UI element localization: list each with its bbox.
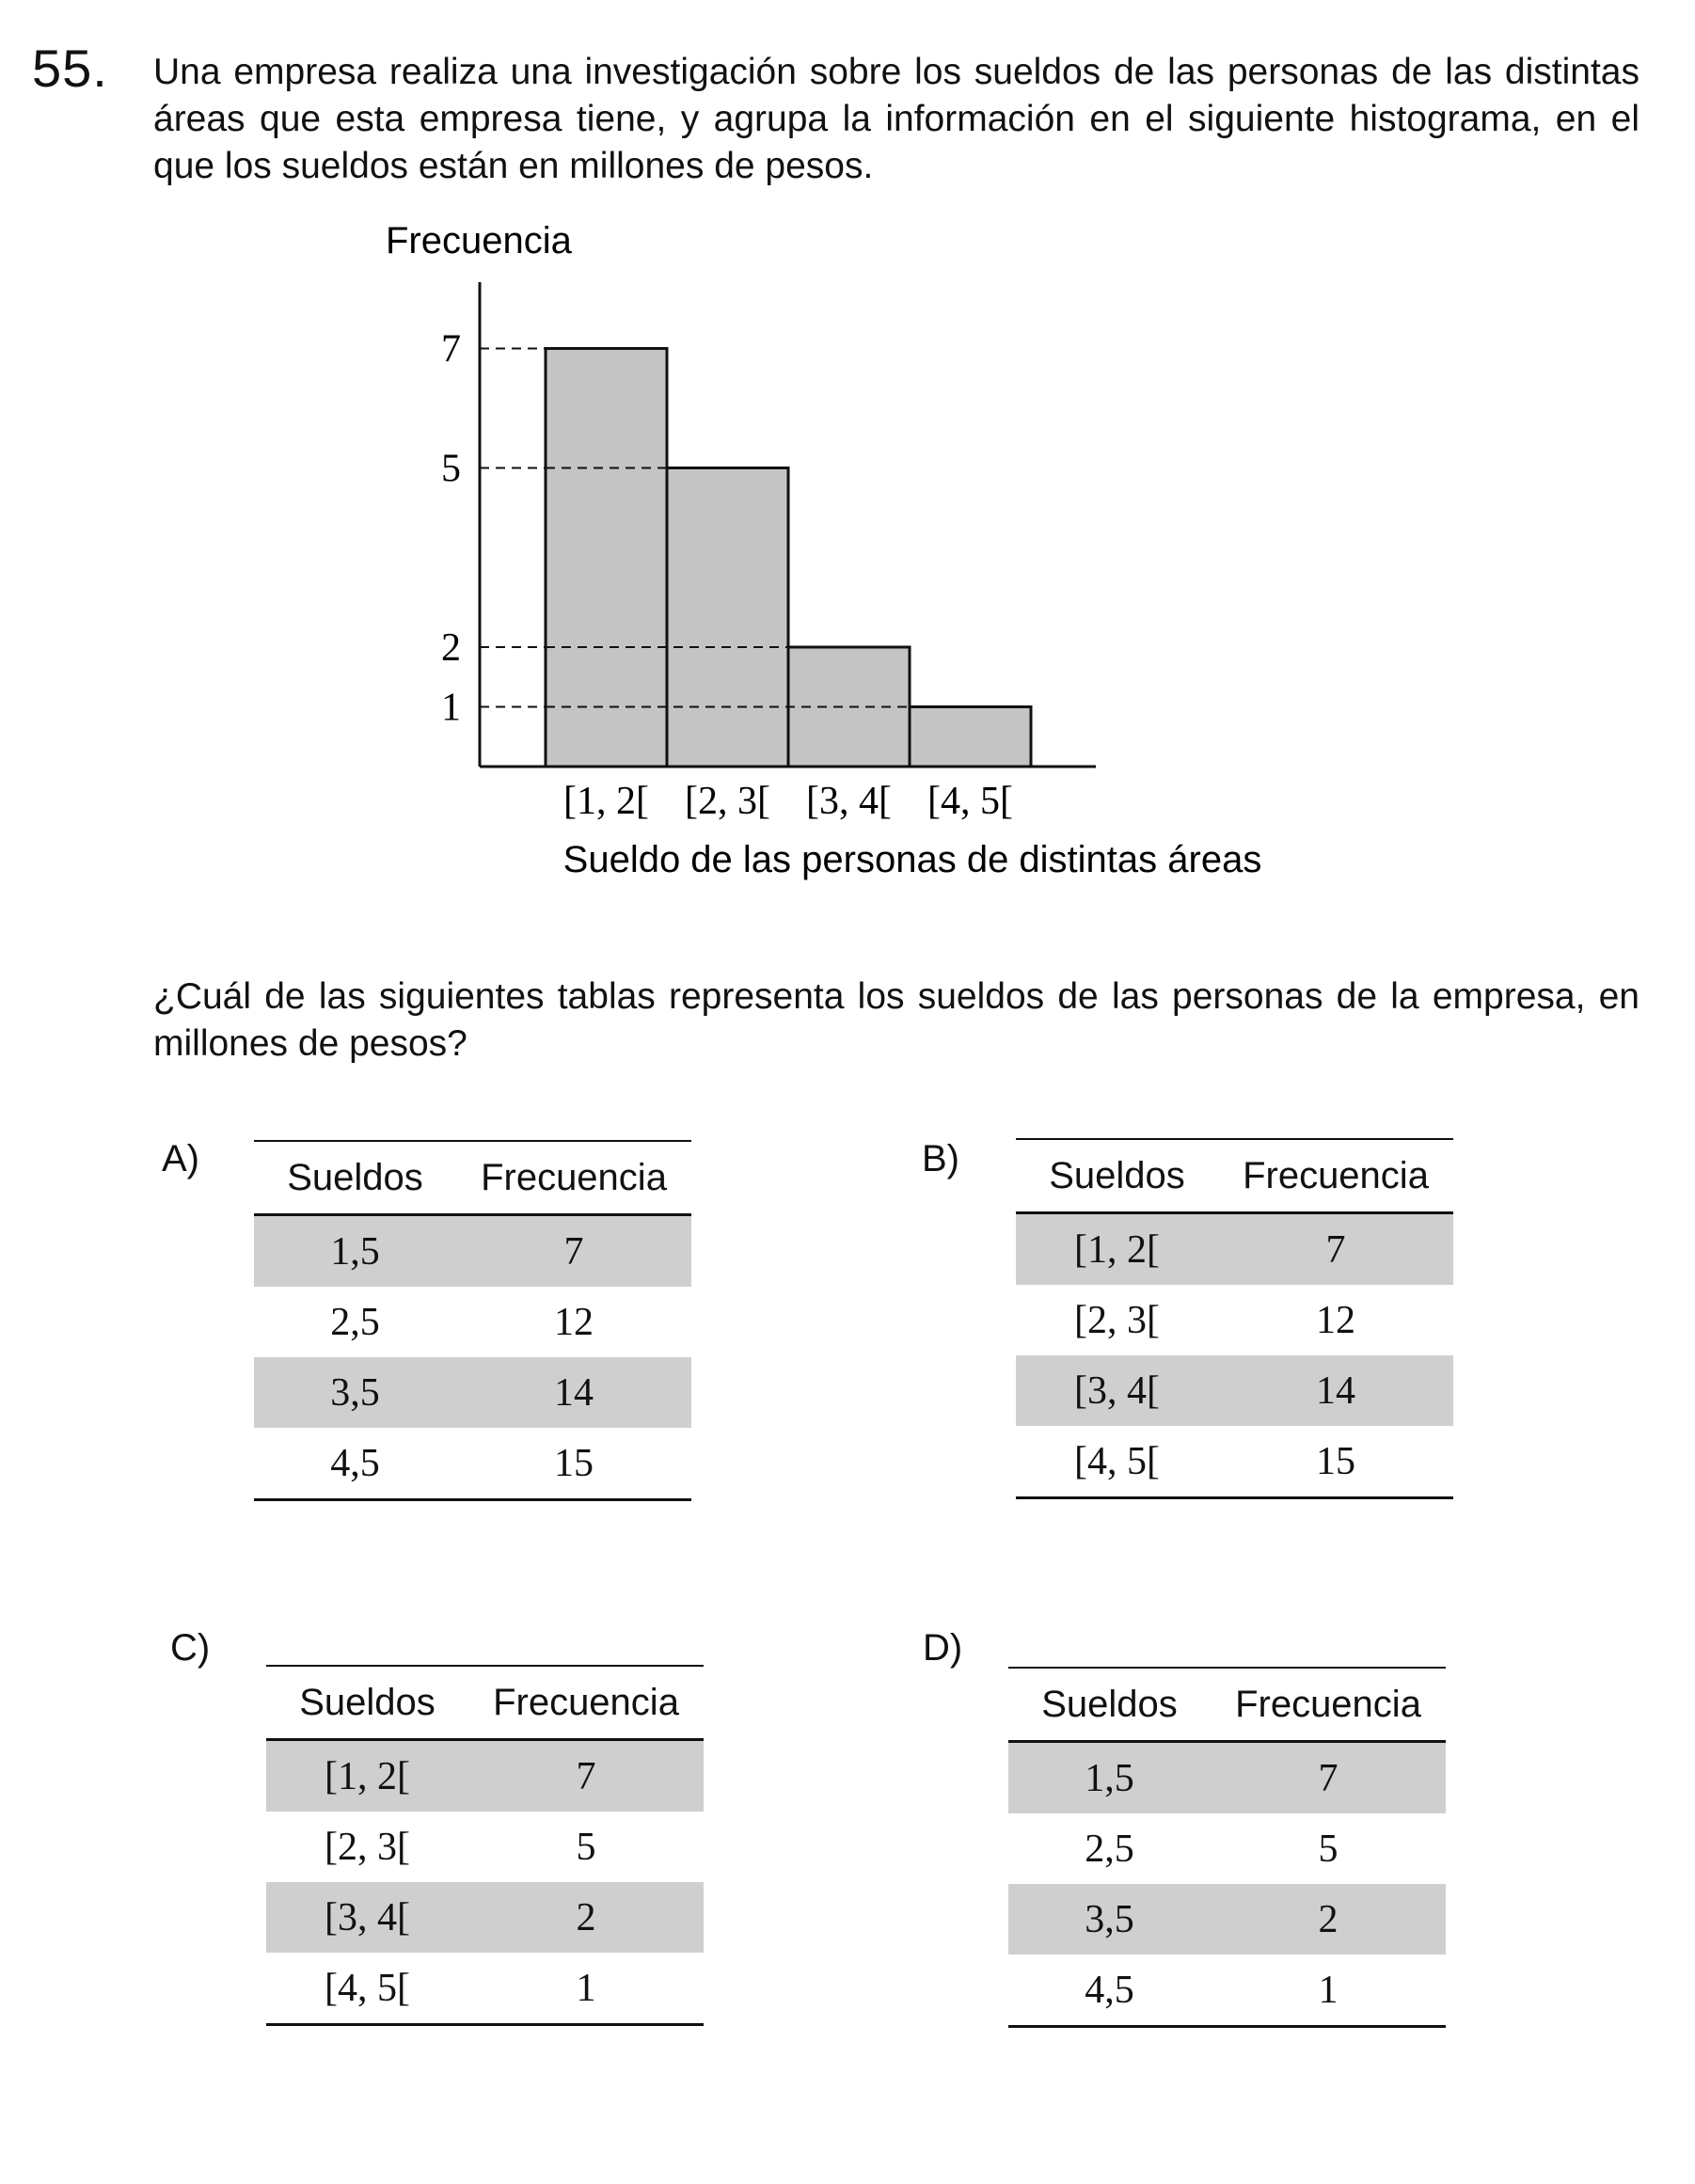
- x-tick-label: [4, 5[: [927, 780, 1013, 823]
- option-a-table: Sueldos Frecuencia 1,5 7 2,5 12 3,5 14 4,5 15: [254, 1140, 691, 1501]
- table-row: 4,5 15: [254, 1428, 691, 1498]
- cell-frecuencia: 14: [554, 1370, 594, 1415]
- cell-frecuencia: 2: [1318, 1897, 1339, 1941]
- cell-sueldo: 2,5: [1085, 1827, 1134, 1871]
- table-top-rule: [254, 1140, 691, 1142]
- question-prompt: ¿Cuál de las siguientes tablas represent…: [153, 976, 1640, 1064]
- cell-frecuencia: 5: [1318, 1827, 1339, 1871]
- table-bottom-rule: [1016, 1496, 1453, 1499]
- cell-frecuencia: 15: [1316, 1439, 1355, 1483]
- table-row: 3,5 2: [1008, 1884, 1446, 1955]
- cell-sueldo: 4,5: [330, 1441, 380, 1485]
- table-header: Sueldos Frecuencia: [254, 1142, 691, 1216]
- y-tick-label: 7: [441, 328, 461, 372]
- cell-sueldo: 4,5: [1085, 1968, 1134, 2012]
- x-tick-label: [3, 4[: [806, 780, 892, 823]
- option-c-table: Sueldos Frecuencia [1, 2[ 7 [2, 3[ 5 [3, 4[ 2 [4…: [266, 1665, 704, 2026]
- cell-sueldo: 1,5: [330, 1229, 380, 1274]
- table-row: 4,5 1: [1008, 1955, 1446, 2025]
- table-row: [1, 2[ 7: [266, 1741, 704, 1812]
- header-frecuencia: Frecuencia: [481, 1156, 667, 1198]
- histogram-bar-1: [544, 347, 669, 768]
- cell-sueldo: [4, 5[: [1074, 1439, 1160, 1483]
- table-top-rule: [1016, 1138, 1453, 1140]
- y-tick-label: 2: [441, 626, 461, 670]
- cell-frecuencia: 1: [576, 1966, 596, 2010]
- cell-sueldo: [3, 4[: [1074, 1369, 1160, 1413]
- cell-sueldo: [2, 3[: [325, 1825, 410, 1869]
- option-d-label[interactable]: D): [923, 1627, 963, 1669]
- cell-sueldo: 1,5: [1085, 1756, 1134, 1800]
- cell-sueldo: [2, 3[: [1074, 1298, 1160, 1342]
- cell-sueldo: [4, 5[: [325, 1966, 410, 2010]
- question-number: 55.: [32, 39, 108, 98]
- cell-sueldo: [3, 4[: [325, 1895, 410, 1939]
- table-row: 1,5 7: [254, 1216, 691, 1287]
- table-row: [4, 5[ 15: [1016, 1426, 1453, 1496]
- table-row: [3, 4[ 2: [266, 1882, 704, 1953]
- cell-frecuencia: 1: [1318, 1968, 1339, 2012]
- table-row: 1,5 7: [1008, 1743, 1446, 1813]
- y-tick-label: 1: [441, 687, 461, 730]
- cell-frecuencia: 15: [554, 1441, 594, 1485]
- table-header: Sueldos Frecuencia: [1008, 1669, 1446, 1743]
- option-b-table: Sueldos Frecuencia [1, 2[ 7 [2, 3[ 12 [3, 4[ 14…: [1016, 1138, 1453, 1499]
- cell-frecuencia: 7: [1318, 1756, 1339, 1800]
- header-sueldos: Sueldos: [1049, 1154, 1185, 1196]
- option-c-label[interactable]: C): [170, 1627, 211, 1669]
- cell-frecuencia: 7: [1325, 1227, 1346, 1272]
- table-row: [3, 4[ 14: [1016, 1355, 1453, 1426]
- table-row: [2, 3[ 5: [266, 1812, 704, 1882]
- table-bottom-rule: [266, 2023, 704, 2026]
- cell-frecuencia: 7: [576, 1754, 596, 1798]
- header-sueldos: Sueldos: [287, 1156, 423, 1198]
- x-tick-label: [1, 2[: [563, 780, 649, 823]
- cell-frecuencia: 12: [554, 1300, 594, 1344]
- table-bottom-rule: [1008, 2025, 1446, 2028]
- header-sueldos: Sueldos: [1041, 1683, 1178, 1725]
- x-axis-label: Sueldo de las personas de distintas área…: [563, 839, 1262, 880]
- cell-frecuencia: 7: [563, 1229, 584, 1274]
- header-frecuencia: Frecuencia: [1235, 1683, 1421, 1725]
- header-frecuencia: Frecuencia: [493, 1681, 679, 1723]
- option-d-table: Sueldos Frecuencia 1,5 7 2,5 5 3,5 2 4,5 1: [1008, 1667, 1446, 2028]
- cell-frecuencia: 12: [1316, 1298, 1355, 1342]
- cell-frecuencia: 5: [576, 1825, 596, 1869]
- y-axis-label: Frecuencia: [386, 220, 573, 261]
- cell-sueldo: [1, 2[: [1074, 1227, 1160, 1272]
- header-sueldos: Sueldos: [299, 1681, 436, 1723]
- cell-frecuencia: 14: [1316, 1369, 1355, 1413]
- option-a-label[interactable]: A): [162, 1138, 199, 1179]
- header-frecuencia: Frecuencia: [1243, 1154, 1429, 1196]
- table-top-rule: [1008, 1667, 1446, 1669]
- y-tick-label: 5: [441, 448, 461, 491]
- histogram-bar-4: [908, 705, 1033, 768]
- question-stem: Una empresa realiza una investigación so…: [153, 52, 1640, 186]
- table-header: Sueldos Frecuencia: [266, 1667, 704, 1741]
- cell-frecuencia: 2: [576, 1895, 596, 1939]
- table-row: 3,5 14: [254, 1357, 691, 1428]
- table-row: [2, 3[ 12: [1016, 1285, 1453, 1355]
- option-b-label[interactable]: B): [922, 1138, 959, 1179]
- table-header: Sueldos Frecuencia: [1016, 1140, 1453, 1214]
- table-row: [1, 2[ 7: [1016, 1214, 1453, 1285]
- histogram-bar-2: [665, 467, 790, 768]
- x-tick-label: [2, 3[: [685, 780, 770, 823]
- table-row: [4, 5[ 1: [266, 1953, 704, 2023]
- table-bottom-rule: [254, 1498, 691, 1501]
- cell-sueldo: 2,5: [330, 1300, 380, 1344]
- table-top-rule: [266, 1665, 704, 1667]
- cell-sueldo: 3,5: [1085, 1897, 1134, 1941]
- histogram-chart: Frecuencia 1 2 5 7 [1, 2[ [2, 3[ [3, 4[ [4, 5[…: [386, 220, 1262, 880]
- cell-sueldo: 3,5: [330, 1370, 380, 1415]
- cell-sueldo: [1, 2[: [325, 1754, 410, 1798]
- table-row: 2,5 12: [254, 1287, 691, 1357]
- table-row: 2,5 5: [1008, 1813, 1446, 1884]
